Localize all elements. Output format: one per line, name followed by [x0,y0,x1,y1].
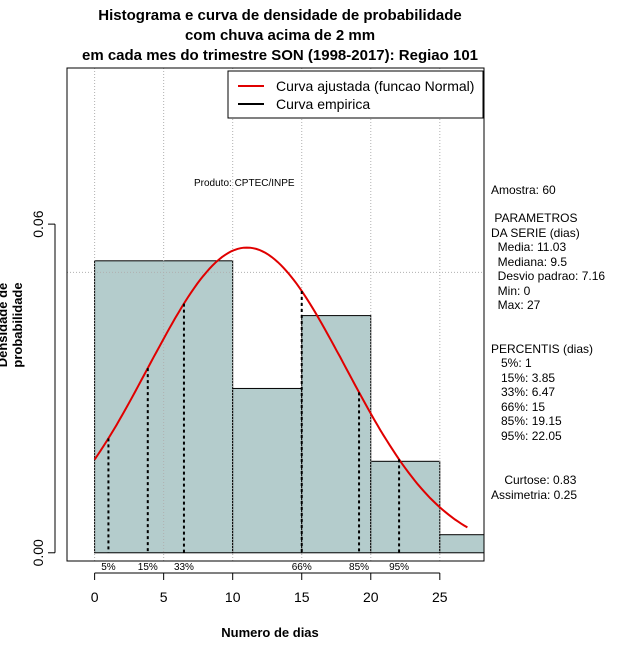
histogram-bar-1 [94,260,234,554]
chart-title-line-3: em cada mes do trimestre SON (1998-2017)… [81,47,478,64]
y-tick-label: 0.00 [30,539,46,566]
chart-title-line-2: com chuva acima de 2 mm [184,27,376,44]
legend-label-2: Curva empirica [276,96,370,112]
x-tick-label: 10 [225,589,241,605]
percentiles-heading: PERCENTIS (dias) [491,342,594,356]
normal-density-curve [93,246,468,529]
histogram-bar-4 [370,460,441,554]
x-tick-label: 15 [294,589,310,605]
x-tick-label: 25 [432,589,448,605]
y-axis-label: Densidade de probabilidade [0,282,25,368]
series-parameters-heading: PARAMETROS DA SERIE (dias) [491,211,580,240]
percentile-label: 95% [389,562,409,573]
x-tick-label: 5 [160,589,168,605]
x-tick-label: 20 [363,589,379,605]
x-tick-label: 0 [91,589,99,605]
histogram-bar-2 [232,387,303,554]
percentile-label: 85% [349,562,369,573]
legend-box [227,70,484,119]
plot-frame [66,67,485,562]
percentile-label: 15% [138,562,158,573]
legend-label-1: Curva ajustada (funcao Normal) [276,78,474,94]
percentile-label: 66% [292,562,312,573]
y-tick-label: 0.06 [30,210,46,237]
series-parameters: Media: 11.03 Mediana: 9.5 Desvio padrao:… [497,240,606,312]
percentiles-values: 5%: 1 15%: 3.85 33%: 6.47 66%: 15 85%: 1… [501,356,562,443]
sample-size: Amostra: 60 [491,183,556,197]
product-credit: Produto: CPTEC/INPE [194,178,295,189]
shape-statistics: Curtose: 0.83 Assimetria: 0.25 [491,473,578,502]
chart-title-line-1: Histograma e curva de densidade de proba… [98,7,462,24]
percentile-label: 5% [101,562,116,573]
x-axis-label: Numero de dias [221,625,319,640]
histogram-bar-5 [439,534,485,554]
percentile-label: 33% [174,562,194,573]
